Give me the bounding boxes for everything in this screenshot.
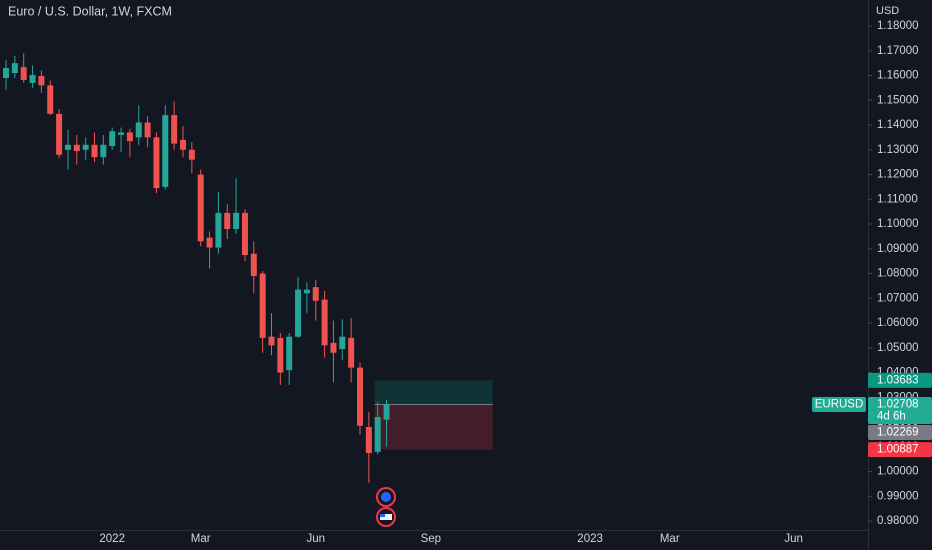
x-tick-label: 2023	[577, 533, 603, 545]
y-tick-label: 1.10000	[877, 218, 919, 230]
candle-body	[374, 417, 381, 452]
y-tick-label: 1.13000	[877, 144, 919, 156]
candle-body	[118, 132, 125, 135]
price-badge	[868, 425, 932, 441]
y-tick-label: 1.18000	[877, 20, 919, 32]
y-tick-label: 1.07000	[877, 292, 919, 304]
candle-body	[286, 336, 293, 371]
candle-body	[321, 299, 328, 346]
y-tick-label: 0.98000	[877, 515, 919, 527]
candle-body	[250, 253, 257, 277]
x-tick-label: Mar	[191, 533, 211, 545]
price-badge-countdown: 4d 6h	[877, 411, 906, 423]
symbol-badge-label: EURUSD	[815, 399, 864, 411]
candle-body	[348, 337, 355, 368]
candle-body	[171, 115, 178, 144]
price-badge	[868, 397, 932, 425]
x-tick-label: Sep	[421, 533, 441, 545]
price-badge-label: 1.03683	[877, 374, 919, 386]
candle-body	[135, 122, 142, 138]
candle-body	[224, 212, 231, 229]
x-tick-label: Mar	[660, 533, 680, 545]
candle-body	[64, 144, 71, 150]
candle-body	[277, 337, 284, 373]
target-zone	[374, 380, 493, 405]
candle-body	[38, 75, 45, 86]
candle-body	[295, 289, 302, 337]
candle-body	[126, 132, 133, 142]
x-tick-label: 2022	[99, 533, 125, 545]
candle-body	[259, 273, 266, 338]
candle-body	[268, 336, 275, 346]
candle-body	[56, 113, 63, 155]
candle-body	[20, 67, 27, 80]
candle-body	[3, 68, 9, 78]
candle-body	[162, 115, 169, 187]
y-tick-label: 1.06000	[877, 317, 919, 329]
candle-body	[29, 75, 36, 83]
y-tick-label: 1.05000	[877, 342, 919, 354]
x-tick-label: Jun	[306, 533, 325, 545]
price-badge	[868, 372, 932, 388]
candle-body	[357, 367, 363, 426]
candle-body	[91, 144, 98, 158]
candle-body	[73, 144, 80, 152]
y-tick-label: 1.12000	[877, 169, 919, 181]
event-icons[interactable]	[376, 487, 396, 527]
chart-title: Euro / U.S. Dollar, 1W, FXCM	[8, 4, 172, 18]
symbol-badge	[812, 397, 866, 413]
candle-body	[153, 137, 160, 189]
price-badge	[868, 442, 932, 458]
x-tick-label: Jun	[784, 533, 803, 545]
candle-body	[330, 342, 337, 353]
stop-zone	[374, 404, 493, 450]
price-badge-label: 1.02269	[877, 427, 919, 439]
candle-body	[100, 144, 107, 158]
candle-body	[144, 122, 151, 138]
y-tick-label: 1.00000	[877, 466, 919, 478]
y-tick-label: 1.14000	[877, 119, 919, 131]
price-badge-label: 1.02708	[877, 399, 919, 411]
candle-body	[188, 149, 195, 160]
y-tick-label: 1.17000	[877, 45, 919, 57]
candle-body	[365, 427, 372, 454]
candle-body	[206, 237, 213, 248]
y-tick-label: 1.08000	[877, 268, 919, 280]
candle-body	[215, 212, 222, 248]
candle-body	[233, 212, 240, 229]
y-tick-label: 1.11000	[877, 193, 918, 205]
candle-body	[241, 212, 248, 255]
y-tick-label: 1.15000	[877, 94, 919, 106]
candle-body	[47, 85, 54, 114]
candle-body	[109, 131, 116, 147]
candle-body	[383, 404, 390, 420]
event-icon-flag	[380, 514, 385, 517]
y-axis-label: USD	[876, 5, 899, 17]
candle-body	[312, 287, 319, 301]
y-tick-label: 0.99000	[877, 490, 919, 502]
event-icon-flag	[380, 514, 392, 520]
candle-body	[303, 289, 310, 294]
candle-body	[180, 139, 186, 150]
y-tick-label: 1.09000	[877, 243, 919, 255]
y-tick-label: 1.16000	[877, 70, 919, 82]
candle-body	[11, 63, 18, 74]
candle-body	[82, 144, 89, 150]
price-badge-label: 1.00887	[877, 444, 919, 456]
event-icon-flag	[381, 492, 391, 502]
candle-body	[197, 174, 204, 242]
candle-body	[339, 336, 346, 350]
